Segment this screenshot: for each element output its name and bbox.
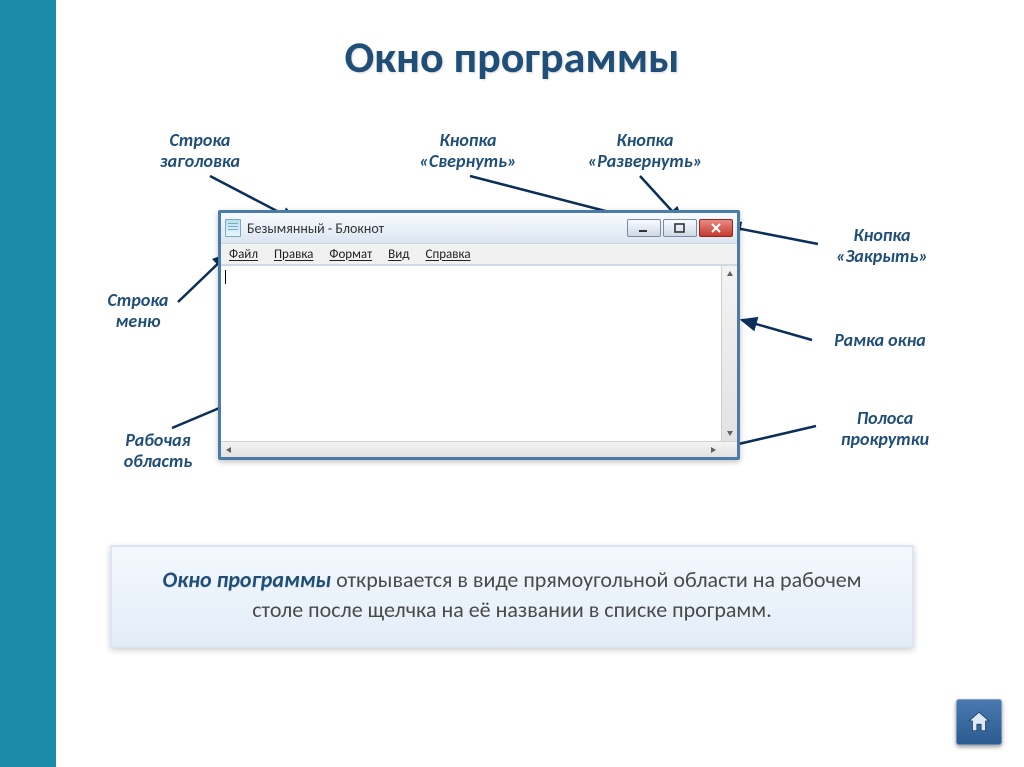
notepad-window: Безымянный - Блокнот Файл Правка Формат … — [218, 210, 740, 460]
definition-box: Окно программы открывается в виде прямоу… — [110, 545, 914, 648]
title-bar[interactable]: Безымянный - Блокнот — [221, 213, 737, 243]
horizontal-scrollbar[interactable] — [221, 441, 737, 457]
menu-edit[interactable]: Правка — [274, 247, 313, 262]
label-maximize: Кнопка«Развернуть» — [570, 130, 720, 171]
label-minimize: Кнопка«Свернуть» — [398, 130, 538, 171]
menu-format[interactable]: Формат — [329, 247, 372, 262]
scroll-down-icon[interactable] — [722, 425, 737, 441]
maximize-button[interactable] — [663, 219, 697, 237]
window-title: Безымянный - Блокнот — [247, 220, 384, 237]
label-scroll: Полосапрокрутки — [820, 408, 950, 449]
page-title: Окно программы — [0, 30, 1024, 84]
label-title-bar: Строказаголовка — [140, 130, 260, 171]
close-button[interactable] — [699, 219, 733, 237]
label-workarea: Рабочаяобласть — [98, 430, 218, 471]
home-icon — [966, 709, 992, 735]
label-menu-bar: Строкаменю — [88, 290, 188, 331]
definition-lead: Окно программы — [163, 566, 332, 593]
minimize-icon — [637, 222, 651, 234]
scroll-right-icon[interactable] — [705, 442, 721, 457]
label-frame: Рамка окна — [810, 330, 950, 351]
client-area[interactable] — [221, 265, 737, 457]
text-caret — [225, 270, 226, 284]
window-controls — [627, 219, 733, 237]
notepad-icon — [225, 219, 241, 237]
sidebar-stripe — [0, 0, 56, 767]
menu-help[interactable]: Справка — [426, 247, 471, 262]
maximize-icon — [673, 222, 687, 234]
scroll-left-icon[interactable] — [221, 442, 237, 457]
definition-rest: открывается в виде прямоугольной области… — [252, 566, 861, 623]
menu-file[interactable]: Файл — [229, 247, 258, 262]
label-close: Кнопка«Закрыть» — [822, 225, 942, 266]
menu-view[interactable]: Вид — [388, 247, 409, 262]
minimize-button[interactable] — [627, 219, 661, 237]
scroll-up-icon[interactable] — [722, 266, 737, 282]
vertical-scrollbar[interactable] — [721, 266, 737, 441]
home-button[interactable] — [956, 699, 1002, 745]
close-icon — [709, 222, 723, 234]
menu-bar[interactable]: Файл Правка Формат Вид Справка — [221, 243, 737, 265]
